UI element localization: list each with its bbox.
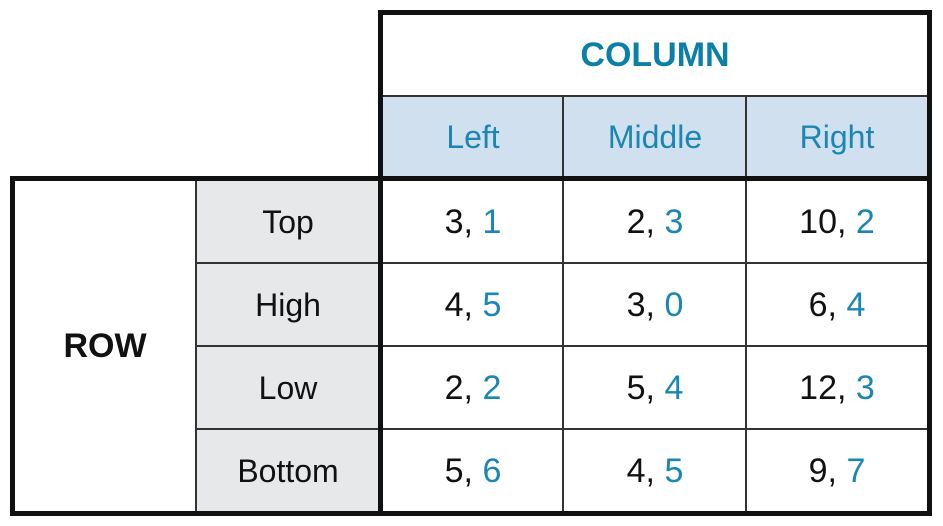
row-player-title: ROW [63, 327, 147, 365]
row-label-low: Low [258, 369, 318, 406]
column-payoff: 3 [664, 202, 684, 241]
column-payoff: 2 [482, 368, 502, 407]
row-frame [10, 176, 932, 516]
column-payoff: 2 [855, 202, 875, 241]
grid-line [195, 428, 932, 430]
payoff-bottom-left: 5, 6 [444, 451, 502, 490]
payoff-bottom-right: 9, 7 [808, 451, 866, 490]
row-payoff: 12 [799, 368, 837, 407]
row-payoff: 4 [444, 285, 464, 324]
column-header-middle: Middle [607, 118, 703, 155]
row-payoff: 5 [626, 368, 646, 407]
column-payoff: 3 [855, 368, 875, 407]
payoff-top-left: 3, 1 [444, 202, 502, 241]
payoff-top-right: 10, 2 [799, 202, 875, 241]
column-header-band [378, 96, 932, 180]
row-label-high: High [255, 286, 321, 323]
row-payoff: 4 [626, 451, 646, 490]
payoff-high-middle: 3, 0 [626, 285, 684, 324]
column-payoff: 6 [482, 451, 502, 490]
row-payoff: 6 [808, 285, 828, 324]
payoff-low-middle: 5, 4 [626, 368, 684, 407]
column-payoff: 5 [664, 451, 684, 490]
column-payoff: 7 [846, 451, 866, 490]
row-payoff: 2 [444, 368, 464, 407]
column-header-left: Left [446, 118, 500, 155]
payoff-low-left: 2, 2 [444, 368, 502, 407]
row-label-top: Top [262, 203, 314, 240]
column-payoff: 0 [664, 285, 684, 324]
row-payoff: 5 [444, 451, 464, 490]
payoff-low-right: 12, 3 [799, 368, 875, 407]
column-payoff: 4 [846, 285, 866, 324]
payoff-high-left: 4, 5 [444, 285, 502, 324]
row-payoff: 3 [444, 202, 464, 241]
payoff-bottom-middle: 4, 5 [626, 451, 684, 490]
column-payoff: 5 [482, 285, 502, 324]
column-header-right: Right [799, 118, 875, 155]
row-payoff: 3 [626, 285, 646, 324]
payoff-top-middle: 2, 3 [626, 202, 684, 241]
column-payoff: 4 [664, 368, 684, 407]
column-payoff: 1 [482, 202, 502, 241]
grid-line [195, 262, 932, 264]
row-payoff: 9 [808, 451, 828, 490]
row-label-bottom: Bottom [237, 452, 339, 489]
grid-line [745, 95, 747, 515]
grid-line [378, 95, 932, 97]
grid-line [562, 95, 564, 515]
column-player-title: COLUMN [580, 35, 730, 74]
grid-line [195, 345, 932, 347]
payoff-high-right: 6, 4 [808, 285, 866, 324]
row-payoff: 10 [799, 202, 837, 241]
row-payoff: 2 [626, 202, 646, 241]
